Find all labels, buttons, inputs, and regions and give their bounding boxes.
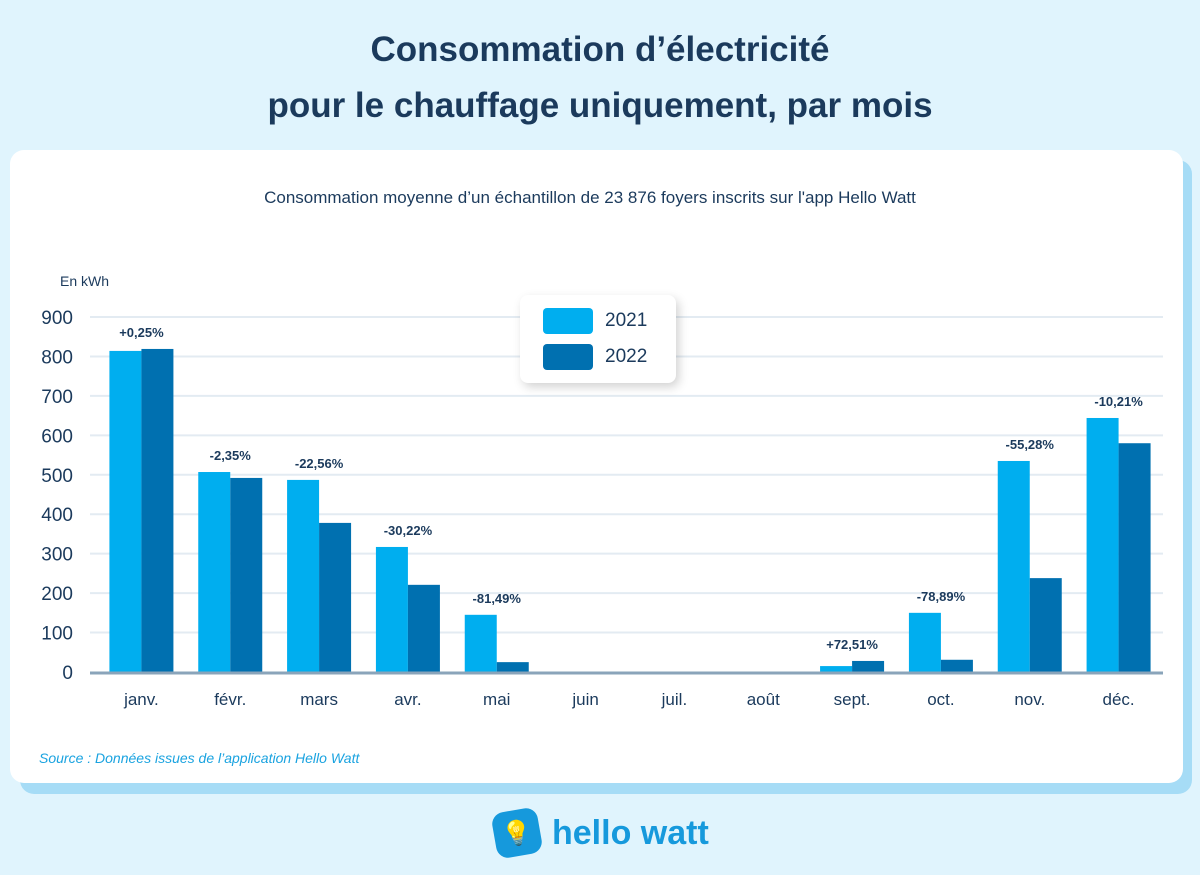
x-tick-label: sept.	[834, 690, 871, 709]
y-tick-label: 0	[62, 663, 73, 684]
x-tick-label: juil.	[661, 690, 688, 709]
y-axis-label: En kWh	[60, 273, 110, 289]
bar-2021-avr.	[375, 546, 408, 672]
y-tick-label: 900	[41, 308, 73, 329]
logo-text: hello watt	[552, 813, 709, 852]
chart-subtitle: Consommation moyenne d’un échantillon de…	[264, 188, 916, 207]
bar-2021-sept.	[820, 666, 853, 672]
y-tick-label: 700	[41, 387, 73, 408]
y-tick-label: 400	[41, 505, 73, 526]
lightbulb-icon: 💡	[490, 806, 544, 860]
bar-2021-mars	[287, 479, 320, 672]
y-tick-label: 100	[41, 624, 73, 645]
x-tick-label: janv.	[123, 690, 159, 709]
legend: 2021 2022	[520, 295, 676, 383]
x-tick-label: mai	[483, 690, 510, 709]
x-tick-label: mars	[300, 690, 338, 709]
y-tick-label: 600	[41, 426, 73, 447]
bar-2021-oct.	[908, 612, 941, 672]
legend-swatch	[543, 344, 593, 370]
y-tick-label: 800	[41, 347, 73, 368]
change-annotation: -55,28%	[1006, 437, 1055, 452]
y-tick-label: 200	[41, 584, 73, 605]
bar-2021-mai	[464, 614, 497, 672]
bar-2022-nov.	[1029, 578, 1062, 672]
bar-2022-avr.	[407, 584, 440, 672]
chart-card	[10, 150, 1183, 783]
x-tick-label: juin	[571, 690, 598, 709]
legend-item-2021: 2021	[543, 308, 647, 334]
change-annotation: +0,25%	[119, 325, 164, 340]
x-tick-label: avr.	[394, 690, 421, 709]
bar-2022-févr.	[230, 477, 263, 672]
hello-watt-logo: 💡 hello watt	[490, 806, 709, 860]
bar-2022-mai	[496, 662, 529, 672]
title-line-2: pour le chauffage uniquement, par mois	[267, 86, 933, 125]
change-annotation: -2,35%	[210, 448, 252, 463]
page-title: Consommation d’électricité pour le chauf…	[0, 22, 1200, 134]
y-tick-label: 500	[41, 466, 73, 487]
bar-2021-janv.	[109, 350, 142, 672]
bar-2021-déc.	[1086, 417, 1119, 672]
bar-2022-oct.	[940, 659, 973, 672]
bar-2022-mars	[319, 522, 352, 672]
x-tick-label: févr.	[214, 690, 246, 709]
change-annotation: -81,49%	[473, 591, 522, 606]
bar-2022-janv.	[141, 348, 174, 672]
change-annotation: -30,22%	[384, 523, 433, 538]
bar-2021-févr.	[198, 472, 231, 672]
legend-label: 2021	[605, 310, 648, 331]
x-tick-label: nov.	[1014, 690, 1045, 709]
change-annotation: -22,56%	[295, 456, 344, 471]
x-tick-label: déc.	[1103, 690, 1135, 709]
legend-item-2022: 2022	[543, 344, 647, 370]
legend-swatch	[543, 308, 593, 334]
change-annotation: -10,21%	[1094, 394, 1143, 409]
source-note: Source : Données issues de l’application…	[39, 750, 360, 766]
change-annotation: -78,89%	[917, 589, 966, 604]
legend-label: 2022	[605, 346, 648, 367]
bar-2021-nov.	[997, 460, 1030, 672]
bar-2022-déc.	[1118, 443, 1151, 672]
title-line-1: Consommation d’électricité	[370, 30, 830, 69]
x-tick-label: oct.	[927, 690, 954, 709]
x-tick-label: août	[747, 690, 780, 709]
y-tick-label: 300	[41, 545, 73, 566]
bar-2022-sept.	[852, 660, 885, 672]
change-annotation: +72,51%	[826, 637, 878, 652]
